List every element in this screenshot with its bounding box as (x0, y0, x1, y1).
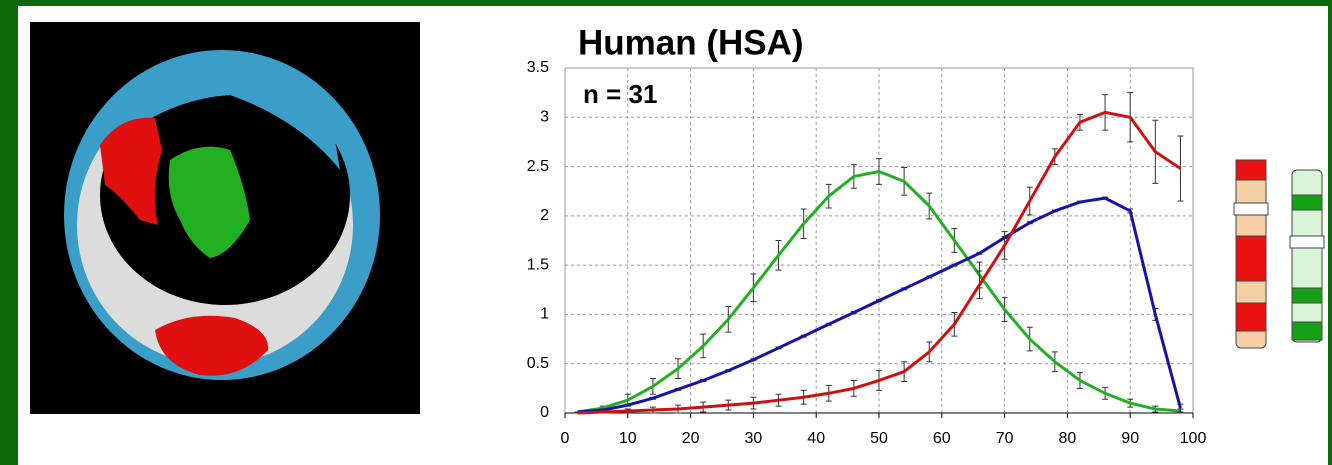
series-line (577, 170, 1181, 414)
chromosome-icons (1233, 159, 1325, 349)
x-tick-label: 30 (745, 430, 763, 447)
nucleus-image (30, 22, 420, 414)
chart-title: Human (HSA) (578, 23, 804, 62)
y-tick-label: 1 (540, 306, 549, 323)
x-tick-label: 60 (933, 430, 951, 447)
x-tick-label: 10 (619, 430, 637, 447)
y-tick-label: 2 (540, 207, 549, 224)
y-tick-label: 1.5 (527, 256, 549, 273)
x-tick-label: 50 (870, 430, 888, 447)
x-tick-label: 0 (561, 430, 570, 447)
y-tick-label: 0 (540, 404, 549, 421)
x-tick-label: 90 (1121, 430, 1139, 447)
y-tick-label: 3.5 (527, 59, 549, 76)
x-tick-label: 80 (1059, 430, 1077, 447)
series-line (577, 110, 1182, 415)
y-tick-label: 0.5 (527, 355, 549, 372)
x-tick-label: 20 (682, 430, 700, 447)
series-line (577, 196, 1182, 414)
x-tick-label: 100 (1180, 430, 1207, 447)
y-tick-label: 2.5 (527, 158, 549, 175)
x-tick-label: 40 (807, 430, 825, 447)
x-tick-label: 70 (996, 430, 1014, 447)
annotation: n = 31 (583, 79, 657, 109)
y-tick-label: 3 (540, 109, 549, 126)
